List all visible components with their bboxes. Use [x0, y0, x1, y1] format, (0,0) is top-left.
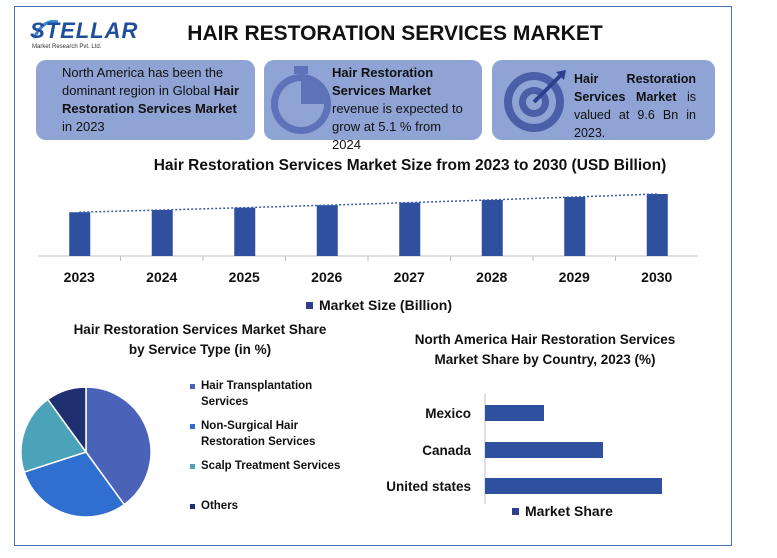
pie-slice: [46, 386, 87, 455]
bar-chart: 2023 2024 2025 2026 2027 2028 2029 2030: [38, 193, 698, 285]
info-box-growth-text: Hair Restoration Services Market revenue…: [332, 64, 472, 154]
hbar-chart-title: North America Hair Restoration Services …: [395, 330, 695, 370]
x-tick-label: 2030: [641, 269, 672, 285]
pie-legend-item: Hair Transplantation Services: [190, 378, 312, 410]
info-box-region-text-b: in 2023: [62, 119, 105, 134]
pie-legend-swatch: [190, 424, 195, 429]
page-title: HAIR RESTORATION SERVICES MARKET: [187, 22, 603, 45]
brand-name: STELLAR: [30, 18, 139, 43]
target-icon: [504, 70, 566, 132]
x-tick-label: 2025: [229, 269, 260, 285]
pie-legend-swatch: [190, 504, 195, 509]
bar: [316, 205, 338, 256]
pie-legend-swatch: [190, 464, 195, 469]
bar: [481, 199, 503, 256]
y-tick-label: United states: [386, 479, 471, 494]
pie-legend-item: Non-Surgical Hair Restoration Services: [190, 418, 315, 450]
bar: [151, 210, 173, 256]
pie-title-line-2: by Service Type (in %): [128, 342, 272, 357]
hbar: [485, 405, 544, 421]
brand-tagline: Market Research Pvt. Ltd.: [32, 44, 102, 50]
pie-slice: [85, 386, 152, 506]
pie-legend-item: Others: [190, 498, 238, 514]
swoosh-icon: [32, 19, 59, 39]
info-box-value-body: is valued at 9.6 Bn in 2023.: [574, 90, 697, 140]
info-box-value: Hair Restoration Services Market is valu…: [492, 60, 715, 140]
pie-legend-label: Hair Transplantation: [201, 380, 313, 392]
bar: [69, 212, 91, 256]
x-tick-label: 2023: [64, 269, 95, 285]
hbar-title-line-1: North America Hair Restoration Services: [414, 332, 676, 347]
pie-slice: [23, 451, 126, 518]
brand-logo: STELLAR Market Research Pvt. Ltd.: [30, 16, 140, 56]
trendline: [79, 193, 657, 213]
hbar-chart-legend: Market Share: [512, 503, 613, 519]
hbar-chart: Mexico Canada United states: [386, 394, 662, 504]
pie-legend-label: Restoration Services: [201, 436, 316, 448]
pie-chart: [20, 386, 152, 518]
info-box-value-bold: Hair Restoration Services Market: [574, 72, 696, 104]
bar-chart-legend: Market Size (Billion): [306, 297, 452, 313]
x-tick-label: 2027: [394, 269, 425, 285]
pie-legend-label: Non-Surgical Hair: [201, 420, 299, 432]
stopwatch-icon: [271, 66, 331, 134]
y-tick-label: Mexico: [425, 406, 471, 421]
pie-slice: [20, 398, 88, 474]
info-box-region-bold: Hair Restoration Services Market: [62, 83, 240, 116]
x-tick-label: 2029: [559, 269, 590, 285]
pie-legend-label: Services: [201, 396, 249, 408]
bar: [234, 207, 256, 256]
x-tick-label: 2026: [311, 269, 342, 285]
pie-legend-swatch: [190, 384, 195, 389]
hbar-title-line-2: Market Share by Country, 2023 (%): [434, 352, 656, 367]
pie-legend-label: Others: [201, 500, 239, 512]
pie-legend-item: Scalp Treatment Services: [190, 458, 340, 474]
info-box-growth-bold: Hair Restoration Services Market: [332, 65, 434, 98]
info-box-growth-body: revenue is expected to grow at 5.1 % fro…: [332, 101, 463, 152]
x-tick-label: 2024: [146, 269, 177, 285]
bar-chart-title: Hair Restoration Services Market Size fr…: [153, 157, 667, 174]
info-box-growth: Hair Restoration Services Market revenue…: [264, 60, 482, 152]
bar: [564, 197, 586, 256]
infographic-frame: [14, 6, 732, 546]
pie-legend-label: Scalp Treatment Services: [201, 460, 341, 472]
info-box-region: North America has been the dominant regi…: [36, 60, 255, 140]
hbar: [485, 478, 662, 494]
hbar: [485, 442, 603, 458]
hbar-legend-swatch: [512, 507, 519, 515]
hbar-legend-label: Market Share: [525, 503, 613, 519]
bar-legend-swatch: [306, 301, 313, 309]
bar-legend-label: Market Size (Billion): [319, 297, 453, 313]
x-tick-label: 2028: [476, 269, 507, 285]
bar: [399, 202, 421, 256]
y-tick-label: Canada: [422, 443, 471, 458]
info-box-region-text-a: North America has been the dominant regi…: [62, 65, 224, 98]
bar: [646, 194, 668, 256]
pie-title-line-1: Hair Restoration Services Market Share: [73, 322, 327, 337]
pie-chart-title: Hair Restoration Services Market Share b…: [50, 320, 350, 360]
info-box-value-text: Hair Restoration Services Market is valu…: [574, 70, 696, 142]
